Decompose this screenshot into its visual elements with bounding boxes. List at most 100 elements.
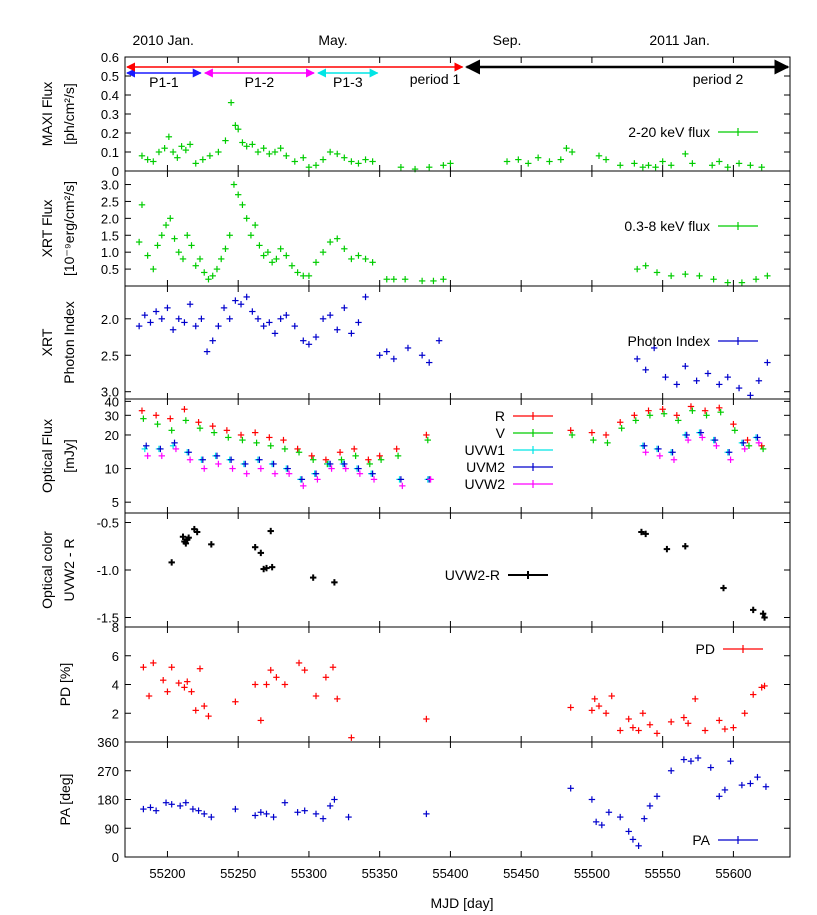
data-point	[188, 242, 195, 249]
x-tick-label: 55550	[645, 866, 681, 881]
legend-label: PA	[692, 832, 710, 848]
data-point	[256, 456, 263, 463]
data-point	[256, 242, 263, 249]
data-point	[617, 813, 624, 821]
data-point	[631, 412, 638, 419]
data-point	[546, 158, 553, 165]
data-point	[168, 664, 175, 671]
data-point	[669, 449, 676, 456]
data-point	[591, 695, 598, 703]
legend-label: Photon Index	[627, 333, 710, 349]
data-point	[557, 156, 564, 163]
data-point	[711, 436, 719, 444]
data-point	[186, 301, 194, 308]
y-tick-label: -1.0	[97, 563, 119, 578]
legend-label: PD	[696, 641, 715, 657]
data-point	[314, 476, 321, 483]
data-point	[169, 326, 177, 333]
data-point	[331, 579, 338, 586]
x-tick-label: 55450	[503, 866, 539, 881]
data-point	[152, 308, 160, 315]
data-point	[730, 420, 737, 428]
data-point	[251, 544, 259, 551]
data-point	[754, 773, 761, 781]
data-point	[184, 678, 191, 685]
period-arrows: P1-1 P1-2 P1-3 period 1 period 2	[126, 59, 790, 90]
data-point	[659, 406, 666, 413]
data-point	[590, 436, 597, 444]
data-point	[680, 714, 688, 721]
y-tick-label: 360	[97, 735, 119, 750]
data-point	[598, 821, 606, 829]
data-point	[341, 460, 348, 468]
data-point	[653, 793, 661, 800]
period-label: period 2	[693, 71, 744, 87]
data-point	[165, 133, 173, 140]
data-point	[447, 160, 454, 167]
data-point	[326, 802, 334, 810]
data-point	[294, 809, 301, 816]
data-point	[147, 319, 154, 326]
data-point	[271, 148, 279, 156]
data-point	[738, 279, 746, 286]
data-point	[694, 754, 702, 762]
data-point	[645, 407, 652, 414]
legend-label: V	[496, 425, 506, 441]
x-tick-label: 55350	[362, 866, 398, 881]
data-point	[215, 460, 222, 468]
data-point	[195, 419, 202, 426]
data-point	[642, 530, 649, 538]
period-label: period 1	[410, 71, 461, 87]
data-point	[201, 810, 208, 818]
data-point	[222, 245, 229, 252]
data-point	[154, 242, 161, 249]
data-point	[144, 156, 151, 163]
data-point	[232, 297, 239, 304]
data-point	[641, 815, 648, 822]
data-point	[263, 564, 270, 572]
series: UVW2	[144, 434, 763, 492]
data-point	[629, 724, 637, 731]
data-point	[141, 445, 149, 453]
data-point	[271, 330, 279, 337]
data-point	[721, 725, 729, 733]
data-point	[390, 355, 398, 363]
data-point	[764, 359, 771, 366]
data-point	[675, 417, 682, 424]
data-point	[567, 785, 574, 792]
x-tick-label: 55250	[220, 866, 256, 881]
data-point	[232, 122, 239, 129]
data-point	[342, 465, 349, 472]
data-point	[673, 381, 681, 388]
data-point	[563, 145, 570, 152]
y-tick-label: 10	[105, 462, 119, 477]
data-point	[234, 191, 242, 198]
y-tick-label: 0.5	[101, 262, 119, 277]
data-point	[201, 269, 208, 276]
data-point	[273, 255, 280, 263]
data-point	[322, 674, 330, 681]
data-point	[682, 543, 689, 550]
data-point	[693, 377, 700, 384]
data-point	[155, 148, 163, 156]
data-point	[423, 810, 430, 818]
data-point	[192, 262, 199, 269]
data-point	[266, 319, 273, 326]
data-point	[242, 460, 249, 468]
data-point	[397, 164, 405, 171]
data-point	[735, 384, 743, 392]
data-point	[182, 146, 190, 154]
top-date-label: 2010 Jan.	[132, 32, 194, 48]
data-point	[243, 143, 250, 150]
data-point	[215, 148, 222, 156]
data-point	[189, 805, 197, 813]
data-point	[227, 99, 235, 106]
data-point	[266, 150, 273, 158]
data-point	[164, 304, 171, 312]
data-point	[249, 141, 256, 148]
data-point	[220, 304, 228, 312]
top-date-label: 2011 Jan.	[649, 32, 709, 48]
data-point	[376, 452, 383, 460]
